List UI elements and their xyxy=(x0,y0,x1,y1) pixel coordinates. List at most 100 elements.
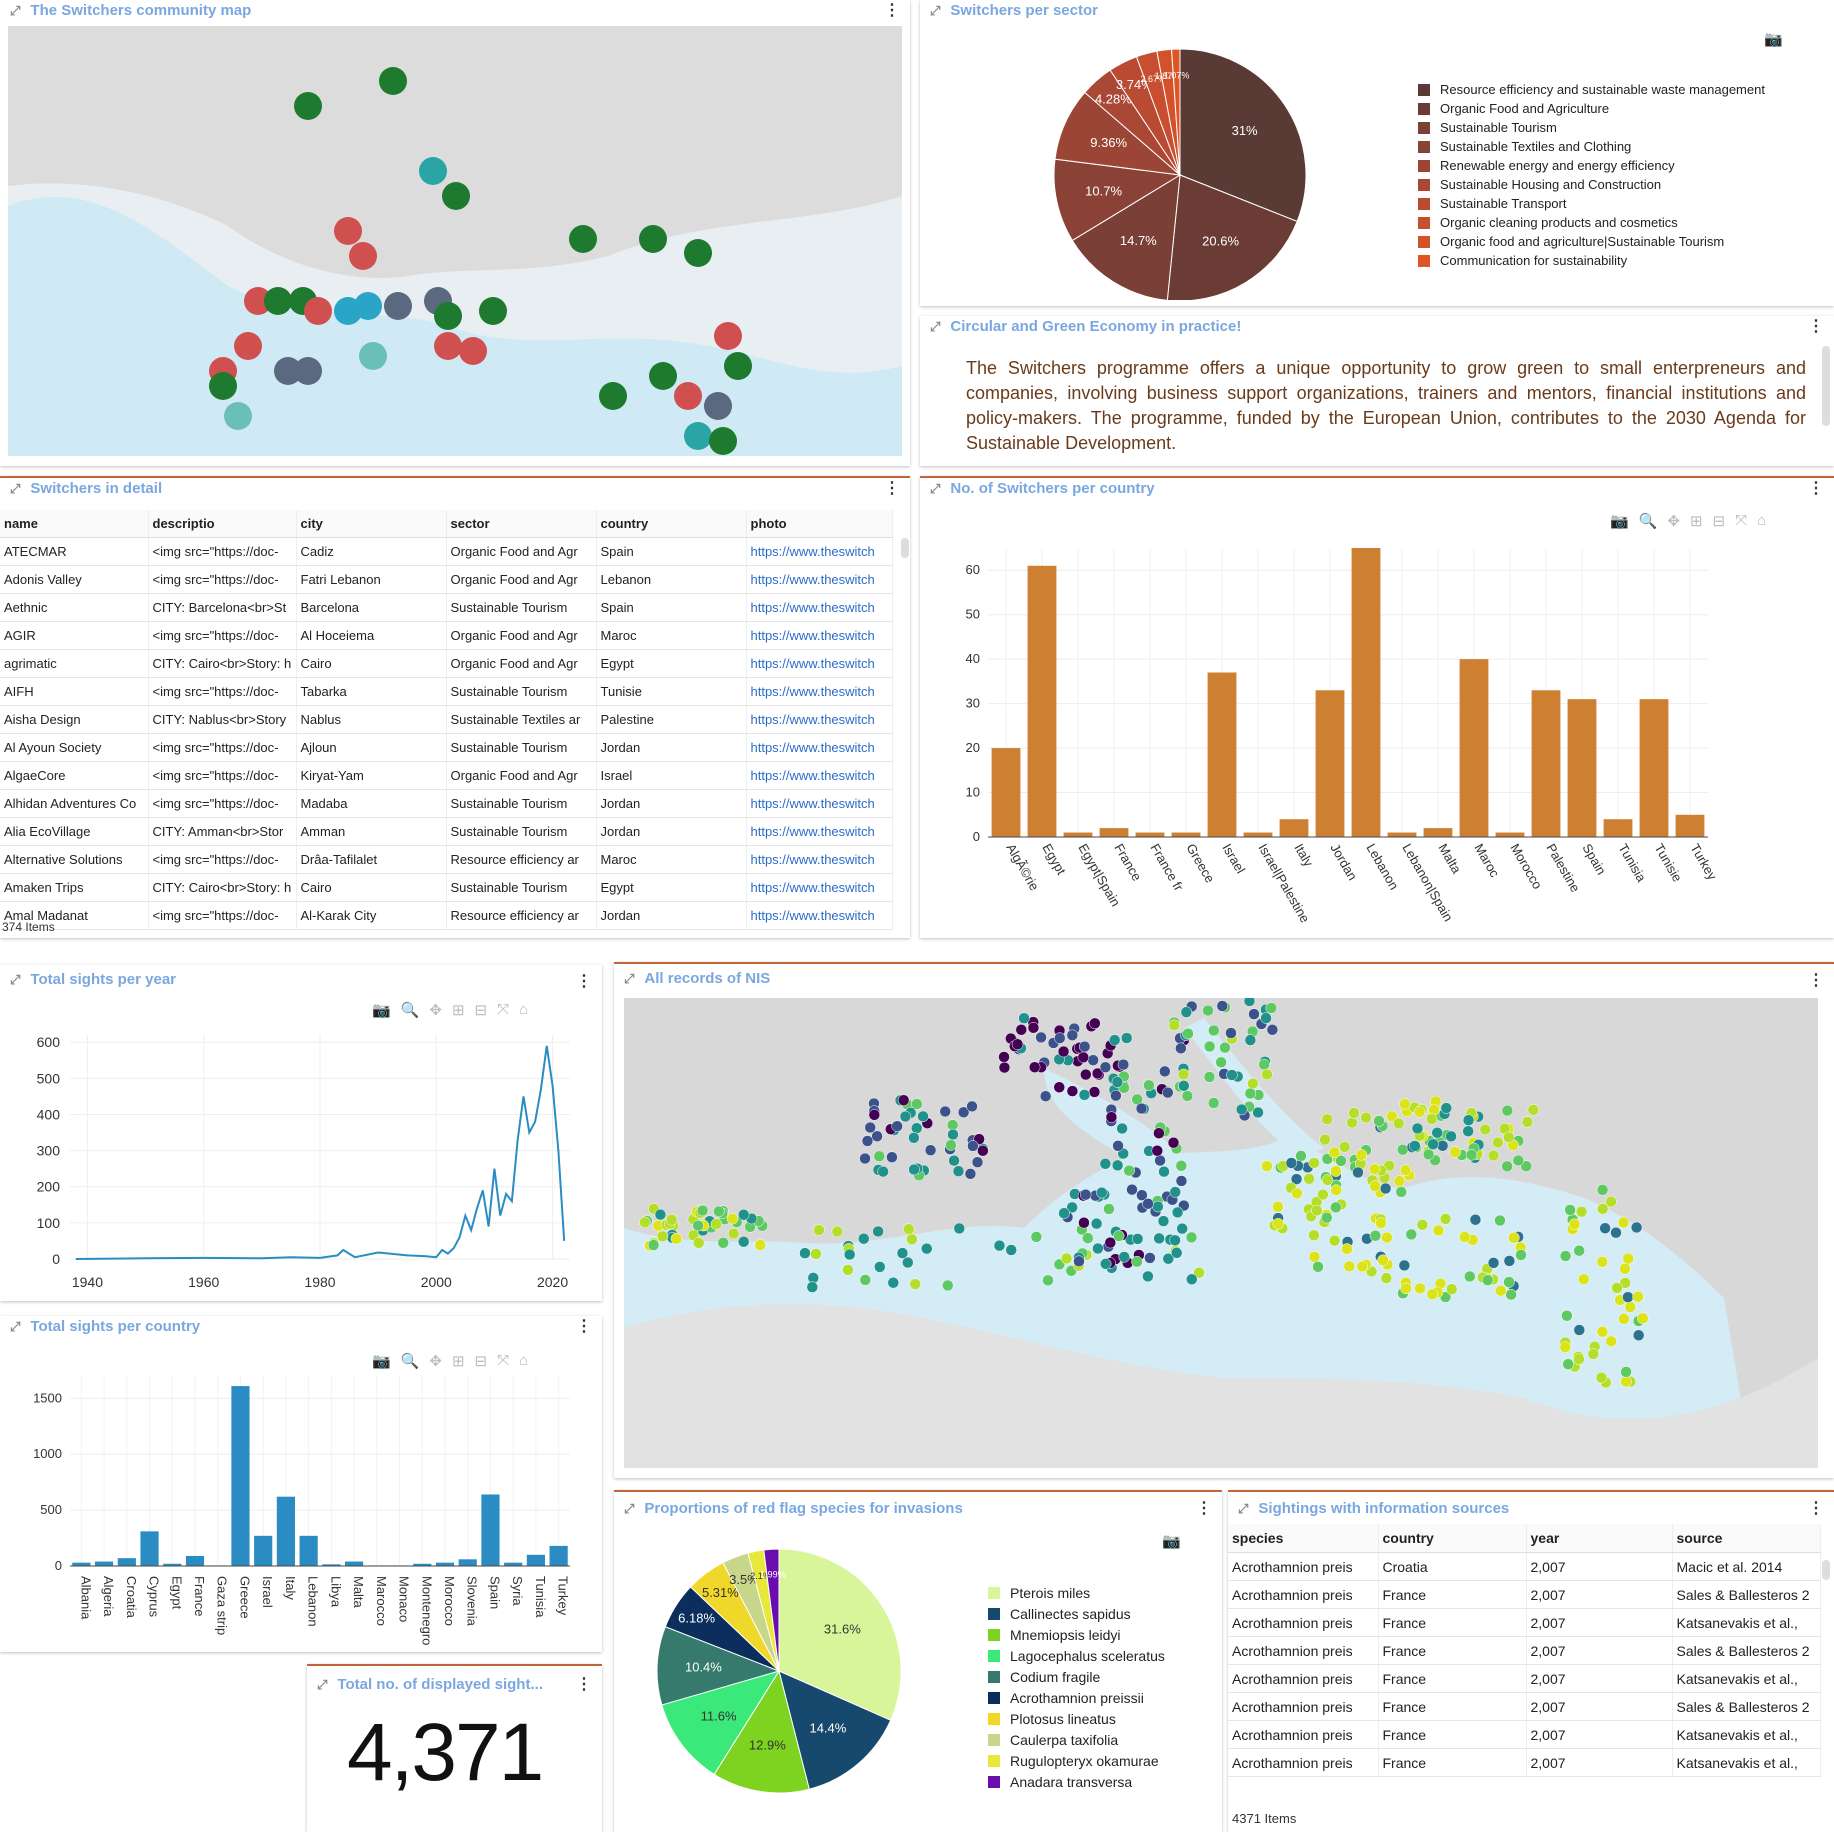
bar[interactable] xyxy=(504,1562,523,1566)
sighting-point[interactable] xyxy=(1053,1081,1066,1094)
sighting-point[interactable] xyxy=(1619,1263,1631,1275)
sighting-point[interactable] xyxy=(909,1278,921,1290)
pan-icon[interactable]: ✥ xyxy=(429,1353,442,1370)
sighting-point[interactable] xyxy=(1011,1038,1024,1050)
sighting-point[interactable] xyxy=(1596,1256,1609,1268)
sighting-point[interactable] xyxy=(1202,1004,1214,1017)
sighting-point[interactable] xyxy=(1142,1198,1154,1210)
sighting-point[interactable] xyxy=(692,1219,704,1232)
sighting-point[interactable] xyxy=(1153,1232,1165,1245)
table-row[interactable]: Aisha Design CITY: Nablus<br>Story Nablus S… xyxy=(0,705,893,734)
table-row[interactable]: Acrothamnion preis Croatia 2,007 Macic et a… xyxy=(1228,1552,1821,1581)
sighting-point[interactable] xyxy=(1177,1068,1190,1081)
sighting-point[interactable] xyxy=(726,1212,739,1225)
sighting-point[interactable] xyxy=(1162,1086,1174,1099)
sighting-point[interactable] xyxy=(864,1121,876,1134)
sighting-point[interactable] xyxy=(710,1218,723,1230)
sighting-point[interactable] xyxy=(1060,1252,1073,1265)
sighting-point[interactable] xyxy=(1005,1244,1017,1256)
sighting-point[interactable] xyxy=(910,1122,923,1134)
sighting-point[interactable] xyxy=(1290,1173,1303,1185)
sighting-point[interactable] xyxy=(1219,1041,1231,1054)
bar[interactable] xyxy=(1135,832,1165,837)
pan-icon[interactable]: ✥ xyxy=(1667,513,1680,530)
legend-item[interactable]: Acrothamnion preissii xyxy=(988,1687,1165,1708)
sighting-point[interactable] xyxy=(1440,1102,1453,1114)
sighting-point[interactable] xyxy=(1445,1130,1457,1143)
sighting-point[interactable] xyxy=(806,1281,819,1293)
sighting-point[interactable] xyxy=(1624,1301,1637,1313)
sighting-point[interactable] xyxy=(1377,1254,1389,1267)
sighting-point[interactable] xyxy=(1265,1002,1277,1014)
sighting-point[interactable] xyxy=(998,1051,1010,1063)
sighting-point[interactable] xyxy=(1464,1270,1476,1283)
sighting-point[interactable] xyxy=(1465,1149,1478,1161)
sighting-point[interactable] xyxy=(1215,1056,1227,1069)
sighting-point[interactable] xyxy=(1559,1341,1572,1353)
sighting-point[interactable] xyxy=(977,1144,989,1157)
sighting-point[interactable] xyxy=(1185,1231,1198,1244)
sighting-point[interactable] xyxy=(1620,1375,1632,1388)
sighting-point[interactable] xyxy=(1096,1186,1108,1199)
sighting-point[interactable] xyxy=(1416,1219,1429,1231)
sighting-point[interactable] xyxy=(670,1232,683,1245)
bar[interactable] xyxy=(1675,814,1705,837)
sighting-point[interactable] xyxy=(1252,1106,1264,1119)
sighting-point[interactable] xyxy=(1111,1159,1124,1172)
sighting-point[interactable] xyxy=(1341,1243,1353,1255)
sighting-point[interactable] xyxy=(886,1151,898,1163)
sighting-point[interactable] xyxy=(858,1232,870,1245)
sighting-point[interactable] xyxy=(1393,1175,1406,1187)
sighting-point[interactable] xyxy=(831,1225,844,1238)
home-icon[interactable]: ⌂ xyxy=(519,1352,529,1369)
table-row[interactable]: Al Ayoun Society <img src="https://doc- Aj… xyxy=(0,733,893,762)
expand-icon[interactable]: ⤢ xyxy=(624,970,635,986)
autoscale-icon[interactable]: ⤧ xyxy=(1735,512,1748,529)
sighting-point[interactable] xyxy=(1118,1251,1130,1263)
chart-modebar[interactable]: 📷 🔍 ✥ ⊞ ⊟ ⤧ ⌂ xyxy=(372,1001,528,1019)
sighting-point[interactable] xyxy=(1436,1140,1449,1152)
sighting-point[interactable] xyxy=(948,1154,960,1167)
sighting-point[interactable] xyxy=(1521,1116,1534,1128)
panel-menu-icon[interactable]: ⋮ xyxy=(1808,480,1824,497)
table-row[interactable]: ATECMAR <img src="https://doc- Cadiz Organi… xyxy=(0,537,893,566)
sighting-point[interactable] xyxy=(1426,1288,1439,1300)
sighting-point[interactable] xyxy=(1208,1024,1220,1037)
sighting-point[interactable] xyxy=(1617,1216,1630,1229)
bar[interactable] xyxy=(1639,699,1669,837)
bar[interactable] xyxy=(991,748,1021,837)
sighting-point[interactable] xyxy=(1599,1222,1611,1234)
sighting-point[interactable] xyxy=(1596,1203,1609,1215)
expand-icon[interactable]: ⤢ xyxy=(10,480,21,496)
sighting-point[interactable] xyxy=(1042,1274,1054,1287)
sighting-point[interactable] xyxy=(1169,1186,1182,1198)
sighting-point[interactable] xyxy=(1111,1076,1124,1088)
sighting-point[interactable] xyxy=(1352,1166,1364,1179)
sighting-point[interactable] xyxy=(872,1225,884,1238)
sighting-point[interactable] xyxy=(1479,1123,1492,1136)
bar[interactable] xyxy=(1171,832,1201,837)
bar[interactable] xyxy=(185,1555,205,1566)
sighting-point[interactable] xyxy=(1112,1230,1125,1242)
table-row[interactable]: Adonis Valley <img src="https://doc- Fatri… xyxy=(0,565,893,594)
sighting-point[interactable] xyxy=(1413,1106,1426,1118)
sighting-point[interactable] xyxy=(971,1156,984,1168)
autoscale-icon[interactable]: ⤧ xyxy=(497,1352,510,1369)
sighting-point[interactable] xyxy=(920,1242,933,1255)
sighting-point[interactable] xyxy=(1398,1259,1411,1272)
column-header[interactable]: year xyxy=(1526,1524,1673,1553)
panel-menu-icon[interactable]: ⋮ xyxy=(1808,1500,1824,1517)
nis-records-map[interactable] xyxy=(624,998,1818,1468)
sighting-point[interactable] xyxy=(1610,1226,1622,1239)
sighting-point[interactable] xyxy=(1099,1061,1112,1073)
sighting-point[interactable] xyxy=(1596,1184,1609,1196)
legend-item[interactable]: Sustainable Transport xyxy=(1418,194,1765,213)
sighting-point[interactable] xyxy=(908,1132,920,1144)
sighting-point[interactable] xyxy=(1143,1079,1155,1092)
bar[interactable] xyxy=(1351,548,1381,837)
sighting-point[interactable] xyxy=(1244,1034,1257,1046)
sighting-point[interactable] xyxy=(1079,1188,1092,1201)
sighting-point[interactable] xyxy=(1266,1024,1279,1036)
sighting-point[interactable] xyxy=(810,1248,822,1260)
bar[interactable] xyxy=(117,1558,136,1566)
